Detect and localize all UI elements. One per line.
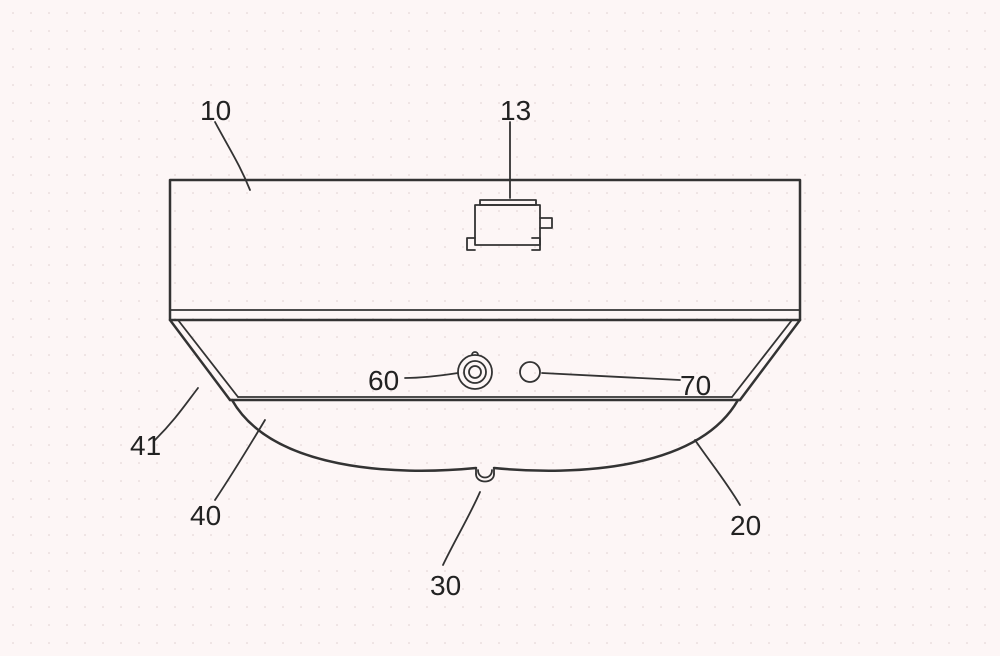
label-70: 70 [680, 370, 711, 402]
label-40: 40 [190, 500, 221, 532]
label-10: 10 [200, 95, 231, 127]
label-20: 20 [730, 510, 761, 542]
label-30: 30 [430, 570, 461, 602]
label-60: 60 [368, 365, 399, 397]
label-41: 41 [130, 430, 161, 462]
label-13: 13 [500, 95, 531, 127]
